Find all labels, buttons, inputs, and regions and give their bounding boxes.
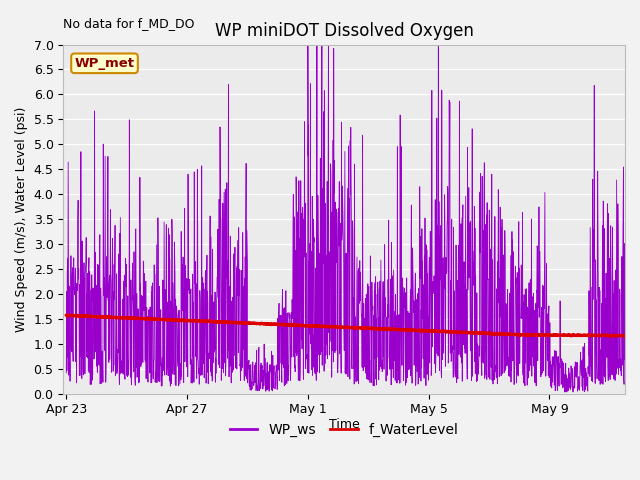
Legend: WP_ws, f_WaterLevel: WP_ws, f_WaterLevel bbox=[224, 417, 464, 443]
Text: No data for f_MD_DO: No data for f_MD_DO bbox=[63, 17, 195, 30]
Title: WP miniDOT Dissolved Oxygen: WP miniDOT Dissolved Oxygen bbox=[214, 22, 474, 40]
X-axis label: Time: Time bbox=[329, 418, 360, 431]
Text: WP_met: WP_met bbox=[74, 57, 134, 70]
Y-axis label: Wind Speed (m/s), Water Level (psi): Wind Speed (m/s), Water Level (psi) bbox=[15, 107, 28, 332]
